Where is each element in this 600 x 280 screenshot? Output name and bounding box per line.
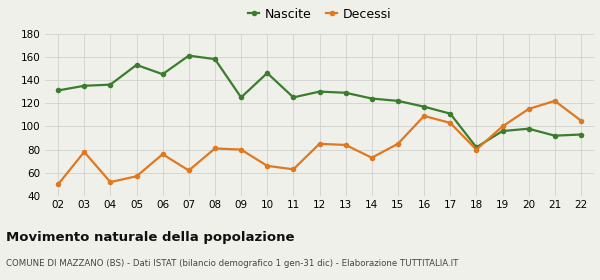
Nascite (159, 73, 166, 76)
Line: Nascite: Nascite (55, 53, 584, 150)
Text: COMUNE DI MAZZANO (BS) - Dati ISTAT (bilancio demografico 1 gen-31 dic) - Elabor: COMUNE DI MAZZANO (BS) - Dati ISTAT (bil… (6, 259, 458, 268)
Nascite (238, 96, 245, 99)
Decessi (238, 148, 245, 151)
Nascite (473, 146, 480, 149)
Decessi (55, 183, 62, 186)
Nascite (394, 99, 401, 102)
Nascite (55, 89, 62, 92)
Text: Movimento naturale della popolazione: Movimento naturale della popolazione (6, 231, 295, 244)
Nascite (342, 91, 349, 94)
Nascite (316, 90, 323, 93)
Decessi (551, 99, 559, 102)
Decessi (133, 175, 140, 178)
Decessi (263, 164, 271, 167)
Decessi (290, 168, 297, 171)
Decessi (185, 169, 193, 172)
Nascite (446, 112, 454, 115)
Nascite (577, 133, 584, 136)
Decessi (107, 180, 114, 184)
Nascite (80, 84, 88, 87)
Decessi (421, 114, 428, 118)
Nascite (290, 96, 297, 99)
Legend: Nascite, Decessi: Nascite, Decessi (248, 8, 391, 21)
Decessi (368, 156, 376, 159)
Nascite (107, 83, 114, 86)
Decessi (577, 119, 584, 122)
Decessi (342, 143, 349, 147)
Decessi (80, 150, 88, 154)
Nascite (185, 54, 193, 57)
Decessi (159, 153, 166, 156)
Decessi (316, 142, 323, 146)
Nascite (421, 105, 428, 108)
Nascite (211, 57, 218, 61)
Decessi (211, 147, 218, 150)
Decessi (525, 107, 532, 111)
Decessi (446, 121, 454, 125)
Decessi (473, 148, 480, 151)
Decessi (499, 125, 506, 128)
Line: Decessi: Decessi (55, 98, 584, 187)
Nascite (133, 63, 140, 67)
Decessi (394, 142, 401, 146)
Nascite (368, 97, 376, 100)
Nascite (499, 129, 506, 133)
Nascite (263, 71, 271, 75)
Nascite (551, 134, 559, 137)
Nascite (525, 127, 532, 130)
